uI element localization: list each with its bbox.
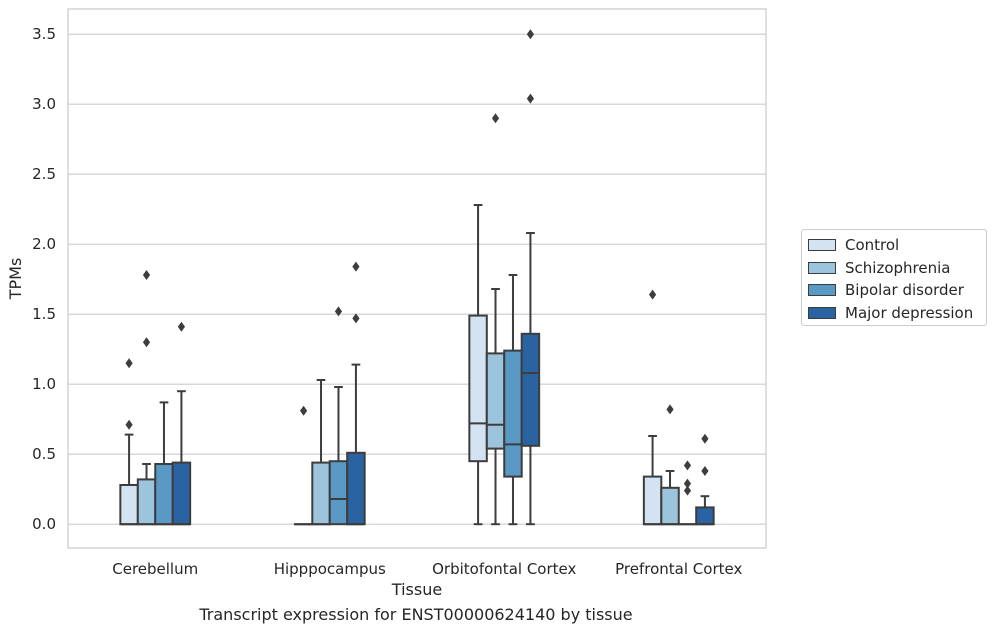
outlier-point bbox=[526, 93, 535, 104]
x-tick-label: Hipppocampus bbox=[274, 560, 386, 578]
y-axis-ticks: 0.0 0.5 1.0 1.5 2.0 2.5 3.0 3.5 bbox=[32, 25, 56, 533]
y-tick-label: 2.0 bbox=[32, 235, 56, 253]
y-gridlines bbox=[68, 33, 766, 525]
outlier-point bbox=[701, 433, 709, 444]
box-control bbox=[642, 289, 663, 526]
box-major-depression bbox=[520, 29, 541, 526]
outlier-point bbox=[666, 404, 674, 415]
y-tick-label: 0.0 bbox=[32, 515, 56, 533]
outlier-point bbox=[352, 313, 360, 324]
outlier-point bbox=[125, 358, 133, 369]
box-iqr bbox=[485, 352, 506, 450]
legend-swatch bbox=[808, 261, 836, 274]
box-bipolar-disorder bbox=[154, 401, 174, 526]
box-bipolar-disorder bbox=[677, 460, 698, 526]
outlier-point bbox=[683, 485, 692, 496]
box-iqr bbox=[136, 478, 157, 526]
outlier-point bbox=[526, 29, 535, 40]
box-control bbox=[293, 405, 314, 526]
box-iqr bbox=[119, 484, 139, 526]
y-tick-label: 1.5 bbox=[32, 305, 56, 323]
box-bipolar-disorder bbox=[503, 274, 523, 526]
outlier-point bbox=[683, 478, 692, 489]
y-axis-title: TPMs bbox=[6, 258, 25, 301]
box-iqr bbox=[171, 461, 192, 526]
legend-label: Bipolar disorder bbox=[845, 281, 964, 300]
outlier-point bbox=[648, 289, 657, 300]
y-tick-label: 1.0 bbox=[32, 375, 56, 393]
box-iqr bbox=[311, 461, 331, 526]
x-axis-ticks: Cerebellum Hipppocampus Orbitofontal Corte… bbox=[112, 560, 742, 578]
outlier-point bbox=[701, 466, 709, 476]
box-iqr bbox=[520, 332, 541, 447]
box-schizophrenia bbox=[485, 113, 506, 526]
legend-label: Major depression bbox=[845, 303, 974, 322]
plot-area-frame bbox=[67, 8, 767, 549]
box-major-depression bbox=[346, 261, 366, 526]
box-major-depression bbox=[695, 433, 715, 526]
box-control bbox=[119, 358, 139, 526]
x-tick-label: Prefrontal Cortex bbox=[615, 560, 742, 578]
legend-swatch bbox=[808, 284, 836, 297]
x-axis-title: Tissue bbox=[391, 580, 442, 599]
box-iqr bbox=[503, 349, 523, 478]
box-control bbox=[468, 204, 488, 526]
outlier-point bbox=[299, 405, 308, 416]
legend-item: Schizophrenia bbox=[808, 257, 986, 280]
y-tick-label: 3.5 bbox=[32, 25, 56, 43]
box-iqr bbox=[642, 475, 663, 526]
y-tick-label: 2.5 bbox=[32, 165, 56, 183]
box-iqr bbox=[695, 506, 715, 526]
legend-swatch bbox=[808, 306, 836, 319]
box-major-depression bbox=[171, 321, 192, 526]
outlier-point bbox=[142, 270, 151, 280]
outlier-point bbox=[491, 113, 500, 124]
legend-item: Bipolar disorder bbox=[808, 279, 986, 302]
box-iqr bbox=[328, 460, 349, 526]
legend-item: Control bbox=[808, 234, 986, 257]
box-groups bbox=[119, 29, 715, 526]
box-schizophrenia bbox=[311, 379, 331, 526]
box-iqr bbox=[660, 486, 680, 526]
legend-item: Major depression bbox=[808, 302, 986, 325]
box-iqr bbox=[154, 463, 174, 526]
legend: Control Schizophrenia Bipolar disorder Majo… bbox=[801, 229, 987, 326]
x-tick-label: Orbitofontal Cortex bbox=[432, 560, 576, 578]
box-schizophrenia bbox=[660, 404, 680, 526]
box-iqr bbox=[346, 451, 366, 526]
outlier-point bbox=[125, 419, 133, 430]
legend-label: Schizophrenia bbox=[845, 258, 951, 277]
y-tick-label: 3.0 bbox=[32, 95, 56, 113]
x-tick-label: Cerebellum bbox=[112, 560, 198, 578]
box-iqr bbox=[468, 314, 488, 463]
chart-caption: Transcript expression for ENST0000062414… bbox=[199, 605, 633, 624]
outlier-point bbox=[334, 306, 343, 317]
outlier-point bbox=[352, 261, 360, 272]
outlier-point bbox=[683, 460, 692, 471]
box-schizophrenia bbox=[136, 270, 157, 526]
legend-swatch bbox=[808, 239, 836, 252]
y-tick-label: 0.5 bbox=[32, 445, 56, 463]
legend-label: Control bbox=[845, 236, 900, 255]
box-bipolar-disorder bbox=[328, 306, 349, 526]
outlier-point bbox=[177, 321, 186, 332]
outlier-point bbox=[142, 337, 151, 348]
